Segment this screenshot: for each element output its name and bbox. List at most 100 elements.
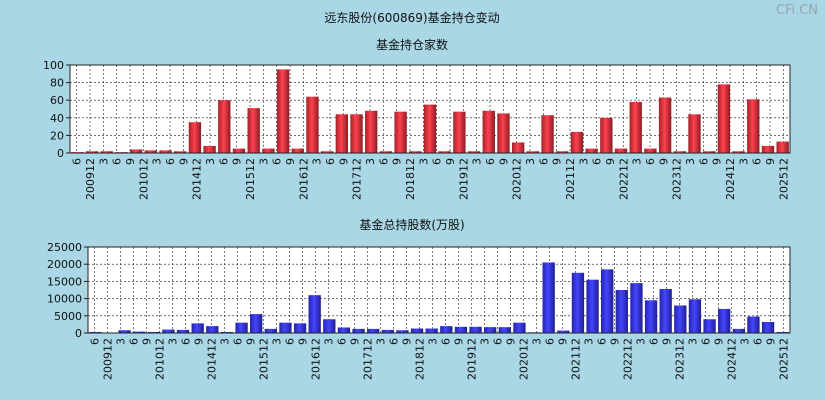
x-tick-label: 202112 <box>564 158 577 200</box>
bar <box>250 314 263 333</box>
x-tick-label: 202012 <box>511 158 524 200</box>
bar <box>585 148 598 153</box>
x-tick-label: 9 <box>193 338 206 345</box>
x-tick-label: 9 <box>337 158 350 165</box>
bar <box>511 142 525 153</box>
bar <box>379 151 393 153</box>
x-tick-label: 201412 <box>191 158 204 200</box>
x-tick-label: 3 <box>583 338 596 345</box>
x-tick-label: 9 <box>661 338 674 345</box>
bar <box>191 323 204 333</box>
x-tick-label: 202212 <box>617 158 630 200</box>
bar <box>497 113 510 153</box>
bar <box>350 114 363 153</box>
bar <box>453 111 466 153</box>
x-tick-label: 3 <box>364 158 377 165</box>
bar <box>659 288 672 333</box>
x-tick-label: 3 <box>737 158 750 165</box>
bar <box>247 108 260 153</box>
plot-area <box>88 247 790 333</box>
x-tick-label: 9 <box>657 158 670 165</box>
bar <box>159 150 172 153</box>
x-tick-label: 3 <box>687 338 700 345</box>
y-tick-label: 25000 <box>47 241 82 254</box>
bar <box>570 131 584 153</box>
bar <box>85 151 99 153</box>
x-tick-label: 6 <box>89 338 102 345</box>
x-tick-label: 3 <box>471 158 484 165</box>
x-tick-label: 6 <box>111 158 124 165</box>
bar <box>703 319 716 333</box>
y-tick-label: 20000 <box>47 258 82 271</box>
bar <box>673 151 686 153</box>
x-tick-label: 3 <box>417 158 430 165</box>
bar <box>365 110 378 153</box>
bar <box>732 151 745 153</box>
bar <box>162 329 175 333</box>
bar <box>206 326 219 333</box>
bar <box>323 319 336 333</box>
x-tick-label: 6 <box>537 158 550 165</box>
y-tick-label: 20 <box>50 129 64 142</box>
x-tick-label: 201612 <box>310 338 323 380</box>
x-tick-label: 6 <box>752 338 765 345</box>
bar <box>174 151 187 153</box>
bar <box>203 145 216 153</box>
bar <box>262 148 275 153</box>
bar <box>601 269 614 333</box>
x-tick-label: 6 <box>431 158 444 165</box>
bar <box>409 151 422 153</box>
bar <box>144 150 157 153</box>
x-tick-label: 3 <box>739 338 752 345</box>
x-tick-label: 3 <box>97 158 110 165</box>
x-tick-label: 201812 <box>404 158 417 200</box>
bar <box>133 331 146 333</box>
x-tick-label: 201612 <box>297 158 310 200</box>
x-tick-label: 6 <box>388 338 401 345</box>
x-tick-label: 201012 <box>154 338 167 380</box>
bar <box>394 111 407 153</box>
bar <box>235 322 248 333</box>
x-tick-label: 201812 <box>414 338 427 380</box>
x-tick-label: 9 <box>609 338 622 345</box>
x-tick-label: 6 <box>324 158 337 165</box>
bar <box>367 328 380 333</box>
x-tick-label: 201712 <box>362 338 375 380</box>
bar <box>644 300 658 333</box>
x-tick-label: 6 <box>164 158 177 165</box>
x-tick-label: 3 <box>427 338 440 345</box>
bar <box>747 99 760 153</box>
bar <box>218 100 231 153</box>
bar <box>279 322 292 333</box>
bar <box>264 328 277 333</box>
x-tick-label: 202512 <box>777 158 790 200</box>
x-tick-label: 9 <box>245 338 258 345</box>
x-tick-label: 9 <box>711 158 724 165</box>
bar <box>630 283 643 333</box>
x-tick-label: 6 <box>700 338 713 345</box>
x-tick-label: 202112 <box>570 338 583 380</box>
bar <box>688 299 702 333</box>
x-tick-label: 6 <box>648 338 661 345</box>
x-tick-label: 3 <box>524 158 537 165</box>
bar <box>469 326 482 333</box>
x-tick-label: 202512 <box>778 338 791 380</box>
x-tick-label: 9 <box>497 158 510 165</box>
y-tick-label: 5000 <box>54 310 82 323</box>
x-tick-label: 6 <box>271 158 284 165</box>
y-tick-label: 60 <box>50 94 64 107</box>
x-tick-label: 9 <box>604 158 617 165</box>
x-tick-label: 202412 <box>724 158 737 200</box>
x-tick-label: 200912 <box>84 158 97 200</box>
y-tick-label: 15000 <box>47 275 82 288</box>
x-tick-label: 202312 <box>674 338 687 380</box>
x-tick-label: 201512 <box>244 158 257 200</box>
x-tick-label: 6 <box>751 158 764 165</box>
x-tick-label: 3 <box>311 158 324 165</box>
x-tick-label: 9 <box>765 338 778 345</box>
bar <box>732 328 745 333</box>
bar <box>526 151 540 153</box>
bar <box>352 328 365 333</box>
